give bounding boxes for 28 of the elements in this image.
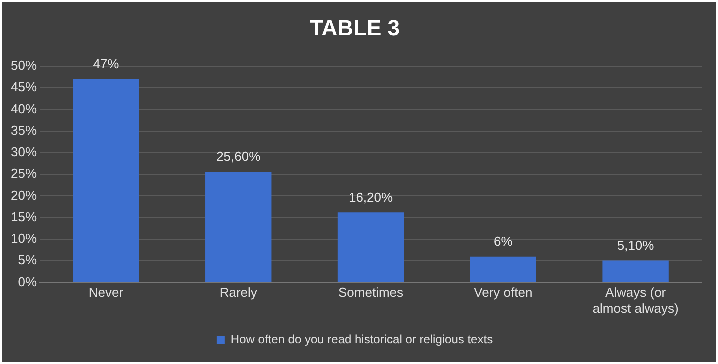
legend-label: How often do you read historical or religious texts [230, 332, 494, 346]
bar [338, 212, 404, 282]
data-label: 25,60% [216, 149, 262, 164]
y-tick-label: 20% [10, 188, 38, 203]
y-tick-label: 5% [18, 252, 38, 268]
y-tick-label: 35% [10, 122, 38, 138]
x-tick-label: Always (or almost always) [592, 285, 679, 316]
y-tick-label: 10% [10, 231, 38, 246]
data-label: 47% [93, 56, 120, 72]
chart-title: TABLE 3 [310, 15, 400, 40]
bar [470, 256, 537, 282]
bar [602, 260, 669, 282]
bar [206, 172, 272, 282]
y-tick-label: 15% [10, 209, 38, 224]
x-tick-label: Rarely [220, 285, 258, 300]
y-tick-label: 45% [10, 80, 38, 95]
y-tick-label: 50% [10, 58, 38, 73]
y-tick-label: 30% [10, 144, 38, 160]
data-label: 16,20% [348, 190, 394, 205]
x-tick-label: Never [88, 285, 124, 300]
y-tick-label: 25% [10, 166, 38, 182]
data-label: 6% [494, 234, 514, 249]
x-tick-label: Sometimes [338, 285, 404, 300]
y-tick-label: 40% [10, 101, 38, 116]
data-label: 5,10% [617, 238, 655, 253]
x-tick-label: Very often [474, 285, 533, 300]
bar [73, 79, 140, 282]
y-tick-label: 0% [18, 274, 38, 290]
